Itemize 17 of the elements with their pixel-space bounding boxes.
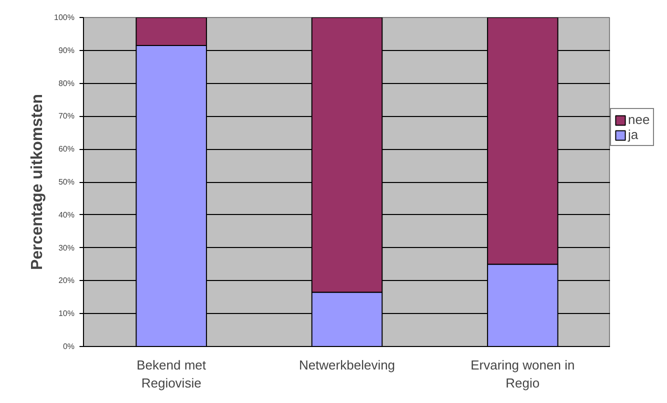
y-tick-label: 90% bbox=[58, 46, 75, 55]
x-tick-label: Bekend met Regiovisie bbox=[136, 358, 206, 390]
y-tick-label: 0% bbox=[62, 342, 74, 351]
y-tick-label: 10% bbox=[58, 309, 75, 318]
y-tick-label: 30% bbox=[58, 243, 75, 252]
x-tick-label: Ervaring wonen in Regio bbox=[470, 358, 575, 390]
y-tick-label: 100% bbox=[54, 13, 75, 22]
y-tick-label: 20% bbox=[58, 276, 75, 286]
legend-label: nee bbox=[628, 112, 650, 127]
y-tick-label: 70% bbox=[58, 112, 75, 121]
y-axis-title: Percentage uitkomsten bbox=[29, 94, 46, 270]
y-tick-label: 60% bbox=[58, 144, 75, 154]
y-tick-label: 40% bbox=[58, 210, 75, 220]
x-tick-label: Netwerkbeleving bbox=[298, 358, 396, 372]
y-tick-label: 50% bbox=[58, 178, 75, 186]
legend-label: ja bbox=[628, 127, 640, 142]
y-tick-label: 80% bbox=[58, 78, 75, 88]
